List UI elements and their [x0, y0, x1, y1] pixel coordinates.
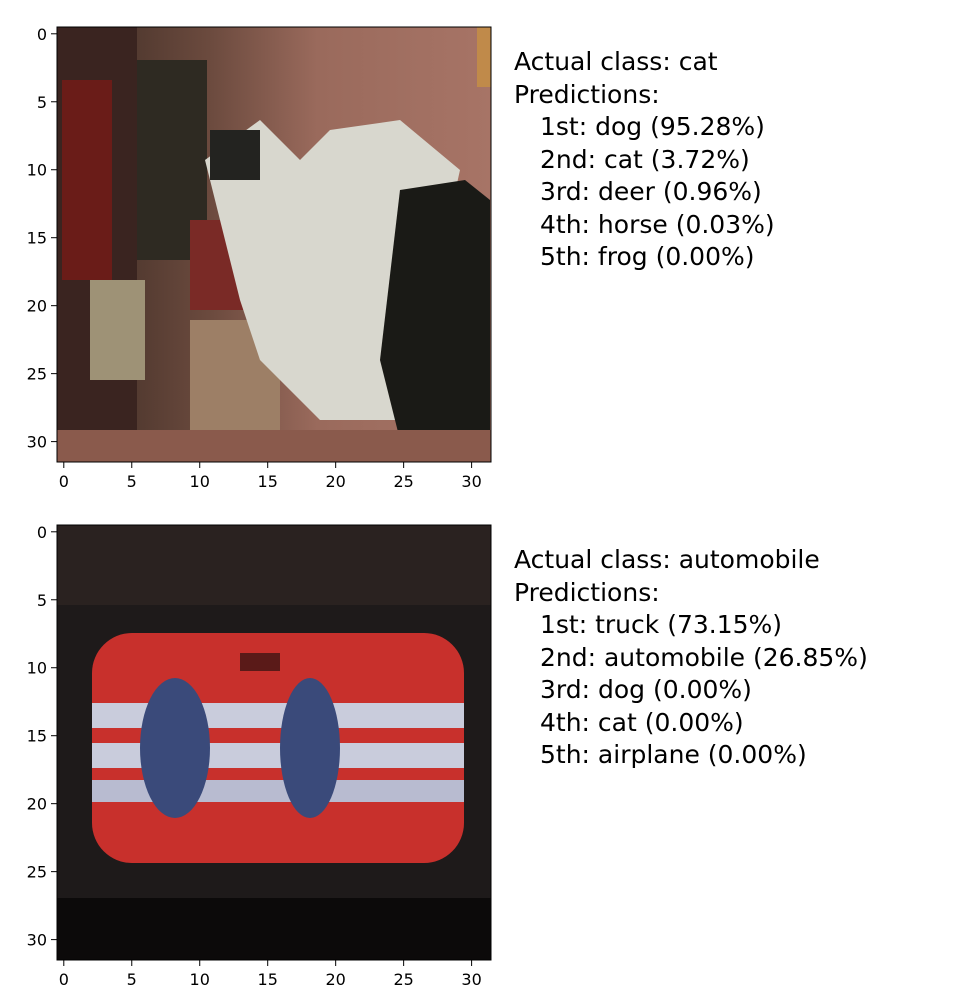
y-tick-label: 15: [27, 229, 47, 248]
prediction-text: Actual class: cat Predictions: 1st: dog …: [514, 46, 775, 274]
actual-class-label: Actual class: automobile: [514, 545, 820, 574]
y-axis-ticks: 0 5 10 15 20 25 30: [27, 523, 57, 950]
prediction-panel-cat: 0 5 10 15 20 25 30 0 5 10 15 20 25 30 Actual class: …: [0, 0, 968, 500]
y-tick-label: 30: [27, 931, 47, 950]
prediction-2: 2nd: automobile (26.85%): [540, 642, 868, 672]
x-tick-label: 10: [190, 970, 210, 989]
y-tick-label: 5: [37, 93, 47, 112]
prediction-5: 5th: airplane (0.00%): [540, 740, 807, 769]
y-tick-label: 25: [27, 365, 47, 384]
x-tick-label: 5: [127, 472, 137, 491]
cat-image: [57, 27, 491, 462]
predictions-label: Predictions:: [514, 79, 660, 109]
x-tick-label: 15: [258, 472, 278, 491]
prediction-3: 3rd: dog (0.00%): [540, 675, 752, 704]
prediction-5: 5th: frog (0.00%): [540, 242, 755, 271]
y-tick-label: 5: [37, 591, 47, 610]
x-axis-ticks: 0 5 10 15 20 25 30: [59, 960, 482, 989]
prediction-1: 1st: dog (95.28%): [540, 112, 765, 141]
y-tick-label: 0: [37, 25, 47, 44]
x-tick-label: 25: [393, 472, 413, 491]
x-tick-label: 30: [461, 970, 481, 989]
actual-class-label: Actual class: cat: [514, 47, 718, 76]
x-tick-label: 0: [59, 970, 69, 989]
x-tick-label: 0: [59, 472, 69, 491]
x-tick-label: 25: [393, 970, 413, 989]
y-tick-label: 30: [27, 433, 47, 452]
prediction-1: 1st: truck (73.15%): [540, 610, 783, 639]
image-axes: 0 5 10 15 20 25 30 0 5 10 15 20 25 30: [27, 25, 492, 491]
y-tick-label: 20: [27, 297, 47, 316]
prediction-2: 2nd: cat (3.72%): [540, 144, 750, 174]
x-tick-label: 15: [258, 970, 278, 989]
y-tick-label: 10: [27, 659, 47, 678]
prediction-text: Actual class: automobile Predictions: 1s…: [514, 544, 868, 772]
y-tick-label: 20: [27, 795, 47, 814]
y-axis-ticks: 0 5 10 15 20 25 30: [27, 25, 57, 452]
automobile-image: [57, 525, 491, 960]
x-tick-label: 30: [461, 472, 481, 491]
x-tick-label: 20: [325, 472, 345, 491]
prediction-3: 3rd: deer (0.96%): [540, 177, 762, 206]
y-tick-label: 25: [27, 863, 47, 882]
predictions-label: Predictions:: [514, 577, 660, 607]
x-tick-label: 10: [190, 472, 210, 491]
prediction-panel-automobile: 0 5 10 15 20 25 30 0 5 10 15 20 25 30 Actual class: …: [0, 498, 968, 998]
prediction-4: 4th: horse (0.03%): [540, 209, 775, 239]
prediction-4: 4th: cat (0.00%): [540, 707, 744, 737]
y-tick-label: 0: [37, 523, 47, 542]
x-axis-ticks: 0 5 10 15 20 25 30: [59, 462, 482, 491]
x-tick-label: 5: [127, 970, 137, 989]
x-tick-label: 20: [325, 970, 345, 989]
y-tick-label: 10: [27, 161, 47, 180]
image-axes: 0 5 10 15 20 25 30 0 5 10 15 20 25 30: [27, 523, 492, 989]
y-tick-label: 15: [27, 727, 47, 746]
